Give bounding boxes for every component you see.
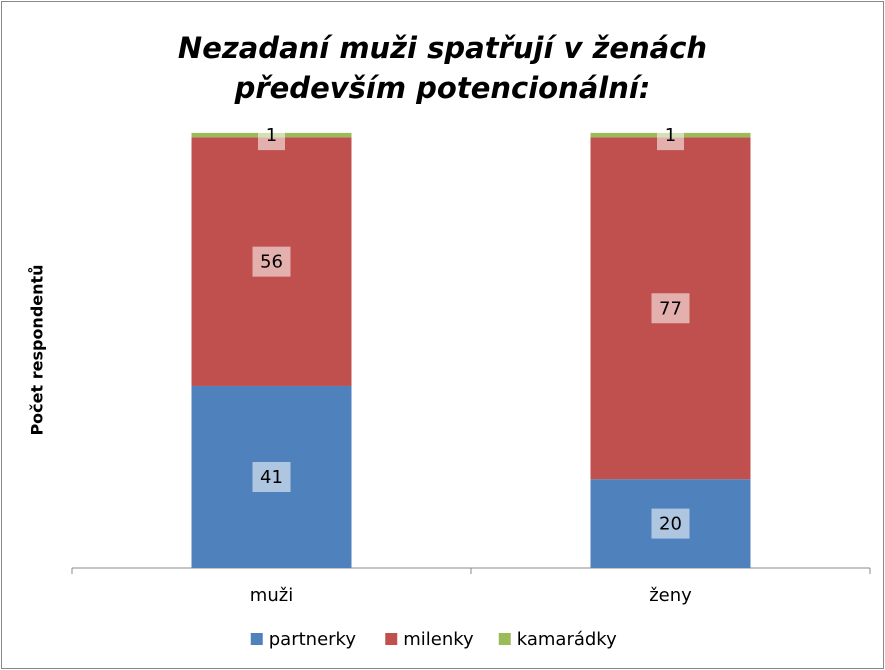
data-label: 20 <box>659 514 682 535</box>
data-label-bg <box>651 508 690 539</box>
data-label-bg <box>258 120 285 151</box>
data-label-bg <box>252 246 291 277</box>
data-label-bg <box>252 461 291 492</box>
x-tick-label: muži <box>250 585 293 606</box>
legend-label: partnerky <box>269 629 357 650</box>
x-tick-label: ženy <box>649 585 692 606</box>
data-label: 56 <box>260 252 283 273</box>
data-label: 41 <box>260 467 283 488</box>
data-label-bg <box>651 293 690 324</box>
legend-label: milenky <box>403 629 474 650</box>
legend-swatch <box>498 633 511 645</box>
data-label: 77 <box>659 298 682 319</box>
legend-swatch <box>250 633 263 645</box>
chart-title: Nezadaní muži spatřují v ženách předevší… <box>177 31 708 105</box>
legend-swatch <box>385 633 398 645</box>
data-label: 1 <box>665 125 676 146</box>
data-label-bg <box>657 120 684 151</box>
legend-label: kamarádky <box>517 629 617 650</box>
y-axis-label: Počet respondentů <box>28 264 47 435</box>
data-label: 1 <box>266 125 277 146</box>
